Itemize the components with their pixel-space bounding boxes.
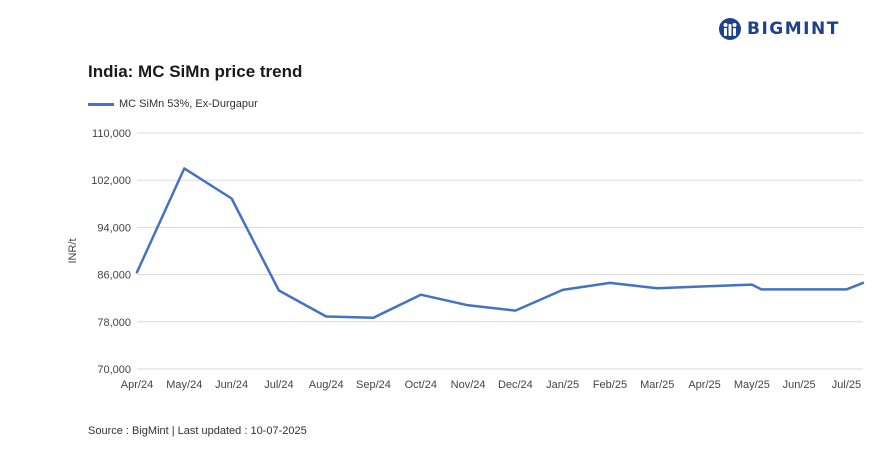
x-tick-label: Feb/25	[593, 379, 627, 391]
x-tick-label: Jun/25	[783, 379, 816, 391]
x-tick-label: Aug/24	[309, 379, 344, 391]
x-tick-label: Apr/25	[688, 379, 720, 391]
x-tick-label: Jan/25	[546, 379, 579, 391]
x-tick-label: Jun/24	[215, 379, 248, 391]
x-tick-label: Jul/24	[264, 379, 293, 391]
y-tick-label: 110,000	[92, 128, 131, 140]
y-tick-label: 94,000	[97, 222, 131, 234]
y-tick-label: 78,000	[97, 317, 131, 329]
brand-name: BIGMINT	[747, 19, 840, 39]
legend-swatch	[88, 102, 114, 106]
x-tick-label: May/25	[734, 379, 770, 391]
source-note: Source : BigMint | Last updated : 10-07-…	[88, 425, 307, 437]
x-tick-label: Sep/24	[356, 379, 391, 391]
chart-legend: MC SiMn 53%, Ex-Durgapur	[88, 98, 258, 110]
y-axis-label: INR/t	[67, 238, 79, 263]
x-tick-label: Mar/25	[640, 379, 674, 391]
y-tick-label: 86,000	[97, 270, 131, 282]
x-tick-label: Apr/24	[121, 379, 153, 391]
series-line	[135, 167, 865, 319]
x-tick-label: May/24	[166, 379, 202, 391]
chart-title: India: MC SiMn price trend	[88, 62, 303, 81]
x-tick-label: Nov/24	[451, 379, 486, 391]
y-tick-label: 70,000	[97, 364, 131, 376]
x-tick-label: Jul/25	[832, 379, 861, 391]
y-tick-label: 102,000	[91, 175, 131, 187]
x-tick-label: Oct/24	[405, 379, 437, 391]
x-tick-label: Dec/24	[498, 379, 533, 391]
brand-logo: BIGMINT	[718, 17, 840, 41]
bigmint-logo-icon	[719, 18, 741, 40]
legend-label: MC SiMn 53%, Ex-Durgapur	[119, 98, 258, 110]
